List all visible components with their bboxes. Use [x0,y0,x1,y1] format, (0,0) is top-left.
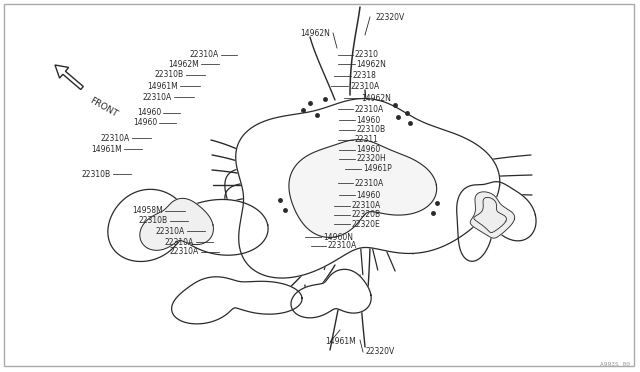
Text: 14962N: 14962N [361,94,391,103]
Text: 22311: 22311 [355,135,378,144]
Text: 22310A: 22310A [355,179,384,187]
Text: 14962M: 14962M [168,60,199,68]
Text: 22318: 22318 [353,71,376,80]
Text: 14960N: 14960N [323,233,353,242]
Text: 22310A: 22310A [164,238,194,247]
Text: 14962N: 14962N [356,60,387,68]
Text: 22310A: 22310A [350,82,380,91]
Text: FRONT: FRONT [88,96,119,119]
Text: 14962N: 14962N [300,29,330,38]
Polygon shape [108,189,268,262]
Text: 22320B: 22320B [351,211,381,219]
Text: 22310A: 22310A [143,93,172,102]
Polygon shape [289,140,436,237]
Text: 14960: 14960 [356,116,381,125]
Text: A993S 00: A993S 00 [600,362,630,367]
Polygon shape [474,198,506,232]
Text: 22310B: 22310B [82,170,111,179]
Text: 14960: 14960 [356,145,381,154]
Text: 14961P: 14961P [363,164,392,173]
Text: 22310B: 22310B [155,70,184,79]
Text: 22310A: 22310A [355,105,384,114]
Text: 14960: 14960 [137,108,161,118]
Text: 14961M: 14961M [147,82,179,91]
Text: 22310A: 22310A [190,51,219,60]
Text: 22320V: 22320V [375,13,404,22]
FancyArrow shape [55,65,83,90]
Text: 22310A: 22310A [328,241,357,250]
Polygon shape [236,99,500,278]
Text: 14958M: 14958M [132,206,163,215]
Text: 22320E: 22320E [351,219,380,228]
Text: 22320V: 22320V [365,347,394,356]
Text: 22310A: 22310A [170,247,199,256]
Text: 22310: 22310 [355,51,379,60]
Text: 22320H: 22320H [356,154,387,163]
Text: 22310A: 22310A [156,227,184,236]
Polygon shape [172,277,302,324]
Text: 22310A: 22310A [351,201,381,211]
Text: 14960: 14960 [133,118,157,127]
Polygon shape [470,192,515,238]
Text: 14961M: 14961M [91,145,122,154]
Text: 22310B: 22310B [138,216,168,225]
Text: 22310A: 22310A [100,134,130,143]
Text: 14960: 14960 [356,190,381,199]
Text: 14961M: 14961M [325,337,356,346]
Polygon shape [457,182,536,261]
Text: 22310B: 22310B [356,125,386,134]
Polygon shape [291,269,371,318]
Polygon shape [140,198,213,250]
